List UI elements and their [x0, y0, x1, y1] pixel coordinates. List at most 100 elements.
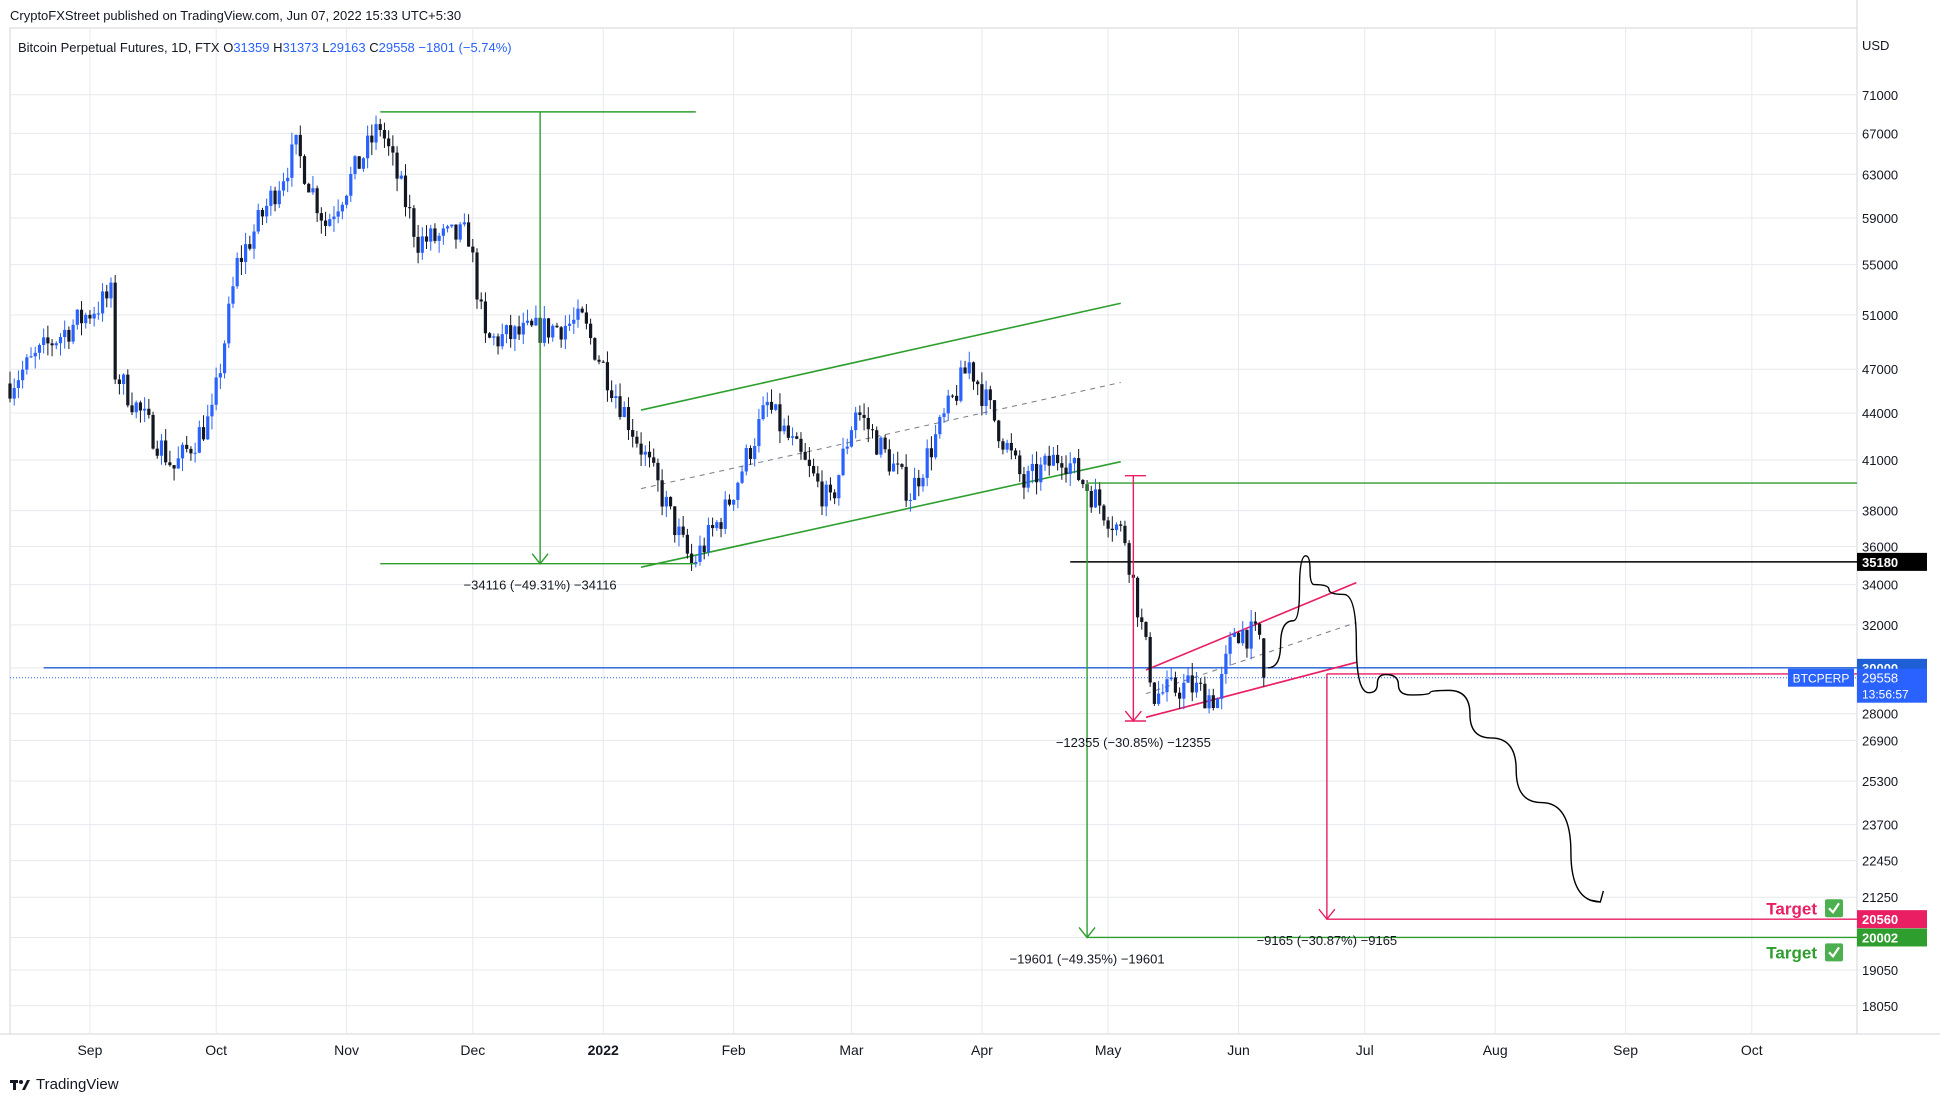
- candle-body: [803, 451, 807, 460]
- candle-body: [172, 465, 176, 469]
- candle-body: [626, 407, 631, 431]
- candle-body: [593, 338, 597, 360]
- x-tick-label: Aug: [1483, 1042, 1508, 1058]
- projection-curve: [1267, 555, 1601, 903]
- candle-body: [1077, 458, 1081, 481]
- last-price-value: 29558: [1862, 671, 1898, 686]
- channel-mid-line: [640, 381, 1121, 490]
- candle-body: [92, 313, 96, 319]
- candle-body: [1203, 683, 1207, 709]
- candle-body: [1093, 489, 1098, 508]
- candle-body: [673, 506, 677, 536]
- candle-body: [525, 320, 530, 323]
- candle-body: [121, 374, 126, 384]
- candle-body: [677, 526, 681, 536]
- candle-body: [25, 357, 29, 370]
- candle-body: [483, 301, 488, 334]
- candle-body: [412, 208, 416, 237]
- candle-body: [727, 499, 732, 505]
- candles: [8, 115, 1266, 714]
- candle-body: [513, 326, 517, 340]
- tradingview-logo-icon: [10, 1078, 30, 1092]
- candle-body: [1001, 441, 1005, 450]
- candle-body: [711, 525, 715, 529]
- candle-body: [1135, 577, 1140, 618]
- candle-body: [988, 389, 992, 401]
- candle-body: [1110, 528, 1114, 531]
- candle-body: [71, 324, 75, 342]
- candle-body: [302, 156, 307, 184]
- brand-label: TradingView: [36, 1076, 119, 1093]
- channel-lower-line: [640, 460, 1121, 568]
- candle-body: [134, 402, 138, 413]
- price-tag: [1857, 910, 1927, 929]
- channel-lower-line: [1145, 661, 1357, 719]
- candle-body: [584, 312, 588, 324]
- candle-body: [1224, 653, 1228, 674]
- candle-body: [416, 236, 420, 253]
- candle-body: [88, 314, 92, 319]
- candle-body: [820, 481, 824, 507]
- candle-body: [1199, 682, 1203, 684]
- candle-body: [21, 369, 25, 381]
- candle-body: [567, 323, 572, 326]
- candle-body: [315, 188, 319, 214]
- candle-body: [858, 412, 862, 415]
- candle-body: [736, 482, 740, 500]
- candle-body: [441, 228, 445, 236]
- candle-body: [1022, 474, 1026, 488]
- candle-body: [319, 213, 323, 221]
- candle-body: [1228, 636, 1232, 654]
- candle-body: [1169, 677, 1173, 680]
- x-tick-label: Oct: [1741, 1042, 1763, 1058]
- candle-body: [159, 440, 164, 456]
- candle-body: [471, 246, 475, 253]
- candle-body: [222, 343, 227, 374]
- candle-body: [189, 448, 193, 454]
- candle-body: [900, 464, 904, 467]
- candle-body: [391, 146, 395, 153]
- candle-body: [458, 224, 462, 240]
- candle-body: [138, 402, 143, 411]
- candle-body: [344, 195, 349, 205]
- candle-body: [652, 457, 656, 463]
- x-tick-label: Oct: [205, 1042, 227, 1058]
- candle-body: [740, 471, 744, 483]
- y-tick-label: 47000: [1862, 362, 1898, 377]
- y-tick-label: 18050: [1862, 999, 1898, 1014]
- measurement-tools: −34116 (−49.31%) −34116 −19601 (−49.35%) …: [380, 111, 1857, 966]
- candle-body: [854, 412, 858, 431]
- candle-body: [891, 463, 896, 472]
- candle-body: [1106, 520, 1110, 529]
- candle-body: [269, 190, 273, 206]
- candle-body: [946, 395, 950, 414]
- candle-body: [374, 124, 378, 143]
- publisher-line: CryptoFXStreet published on TradingView.…: [10, 8, 462, 23]
- candle-body: [635, 436, 639, 444]
- candle-body: [450, 224, 454, 227]
- y-tick-label: 36000: [1862, 540, 1898, 555]
- candle-body: [281, 181, 286, 191]
- candle-body: [778, 404, 782, 432]
- candle-body: [1043, 455, 1047, 465]
- candle-body: [231, 286, 235, 304]
- candle-body: [492, 336, 496, 338]
- y-tick-label: 19050: [1862, 963, 1898, 978]
- candle-body: [332, 216, 336, 220]
- candle-body: [420, 236, 424, 253]
- candle-body: [887, 449, 891, 472]
- candle-body: [816, 473, 820, 482]
- price-tag: [1857, 928, 1927, 947]
- candle-body: [786, 425, 790, 438]
- y-tick-label: 21250: [1862, 890, 1898, 905]
- candle-body: [837, 475, 841, 499]
- symbol-tag: [1788, 668, 1854, 687]
- y-tick-label: 59000: [1862, 211, 1898, 226]
- candle-body: [980, 384, 984, 406]
- candle-body: [1144, 621, 1148, 637]
- candle-body: [1013, 450, 1018, 456]
- candle-body: [521, 322, 525, 335]
- tradingview-brand[interactable]: TradingView: [10, 1076, 119, 1093]
- candle-body: [466, 222, 471, 247]
